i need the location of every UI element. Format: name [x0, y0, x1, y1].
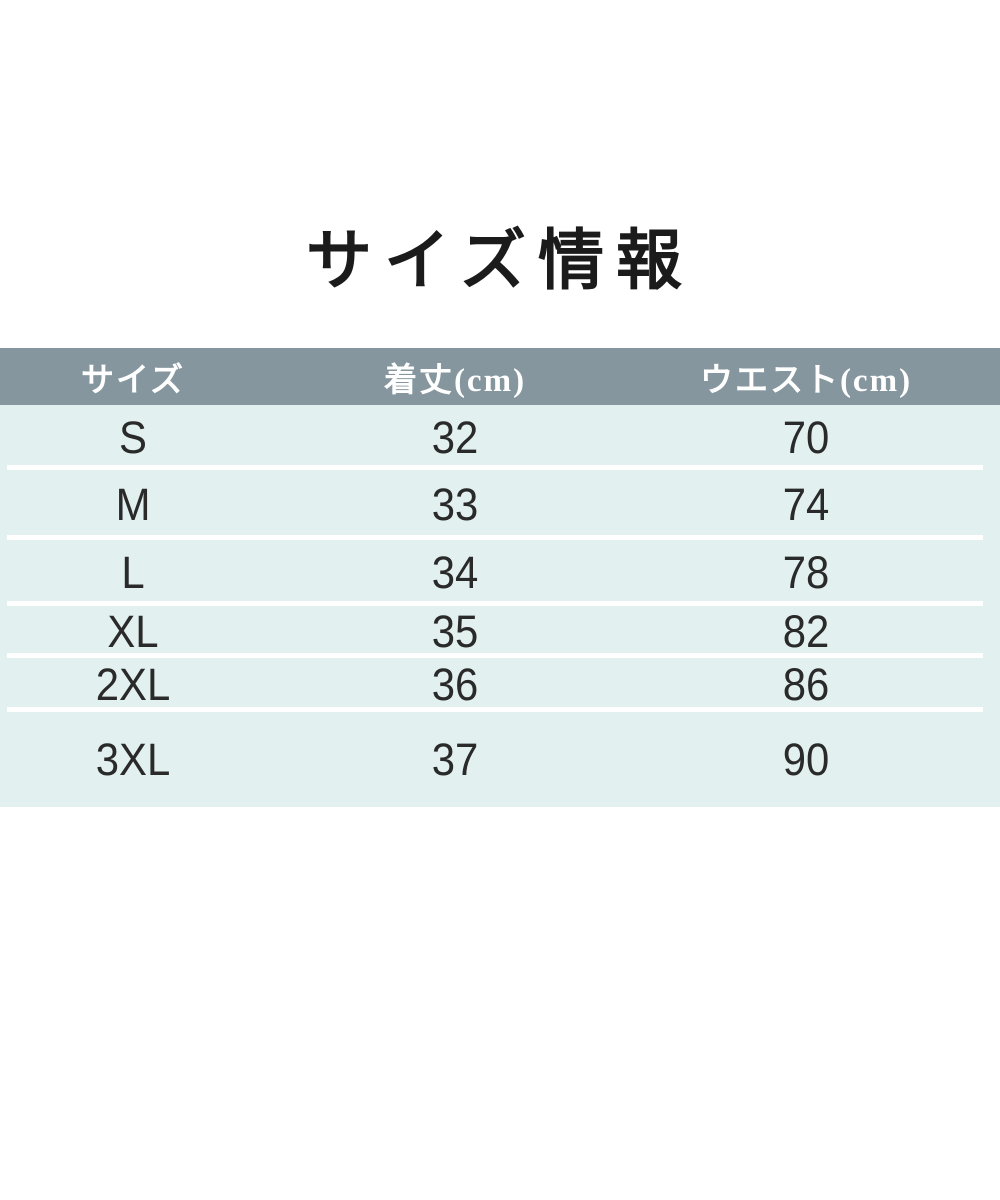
size-cell: S: [119, 411, 147, 463]
length-cell: 36: [431, 659, 479, 710]
column-header-size: サイズ: [80, 362, 185, 399]
size-cell: 2XL: [95, 659, 171, 710]
waist-cell: 86: [782, 659, 830, 710]
length-cell: 34: [431, 547, 479, 598]
waist-cell: 78: [782, 547, 830, 598]
size-cell: L: [121, 547, 145, 598]
row-divider: [7, 465, 983, 470]
table-header-row: サイズ 着丈(cm) ウエスト(cm): [0, 348, 1000, 405]
column-header-waist: ウエスト(cm): [699, 362, 913, 399]
column-header-length: 着丈(cm): [383, 362, 527, 399]
waist-cell: 74: [782, 479, 830, 530]
waist-cell: 82: [782, 606, 830, 657]
row-divider: [7, 601, 983, 606]
page-title: サイズ情報: [305, 225, 695, 298]
table-row: 3XL 37 90: [0, 712, 1000, 807]
length-cell: 35: [431, 606, 479, 657]
table-row: XL 35 82: [0, 606, 1000, 658]
length-cell: 37: [431, 733, 479, 785]
size-cell: XL: [107, 606, 159, 657]
table-row: L 34 78: [0, 540, 1000, 606]
waist-cell: 90: [782, 733, 830, 785]
length-cell: 32: [431, 411, 479, 463]
table-row: M 33 74: [0, 470, 1000, 540]
row-divider: [7, 707, 983, 712]
size-cell: 3XL: [95, 733, 171, 785]
table-row: 2XL 36 86: [0, 658, 1000, 712]
size-cell: M: [115, 479, 151, 530]
waist-cell: 70: [782, 411, 830, 463]
size-table: サイズ 着丈(cm) ウエスト(cm) S 32 70 M 33 74 L 34…: [0, 348, 1000, 807]
length-cell: 33: [431, 479, 479, 530]
row-divider: [7, 653, 983, 658]
table-row: S 32 70: [0, 405, 1000, 470]
row-divider: [7, 535, 983, 540]
